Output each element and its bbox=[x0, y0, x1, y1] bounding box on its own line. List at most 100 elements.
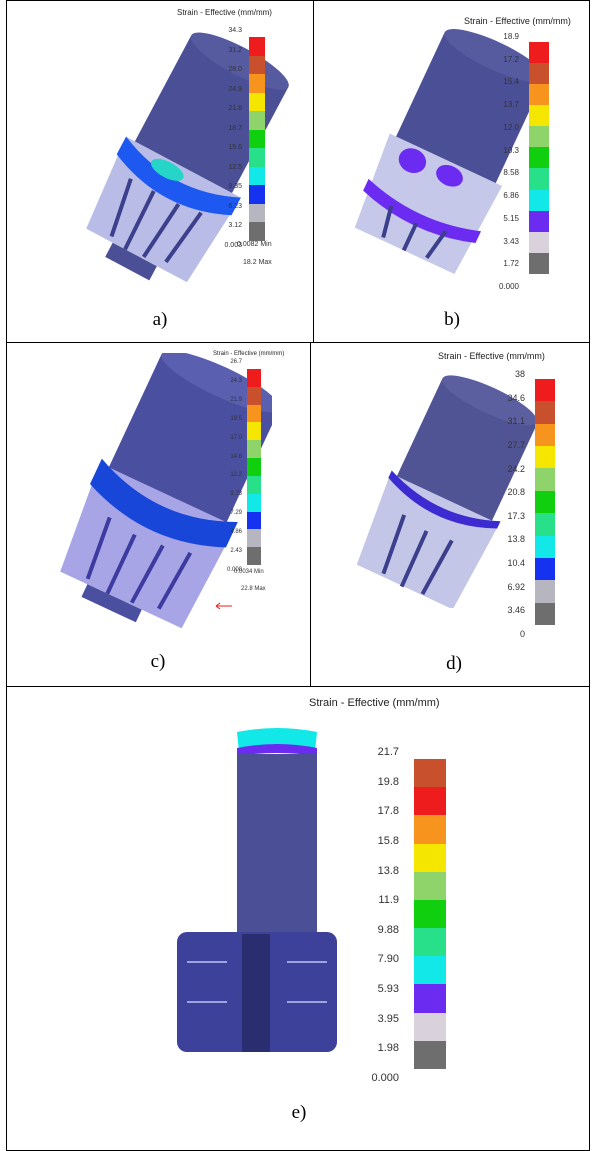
colorbar-segment bbox=[249, 37, 265, 56]
colorbar-title: Strain - Effective (mm/mm) bbox=[464, 16, 571, 26]
panel-a: Strain - Effective (mm/mm) 34.3 31.2 28.0 2… bbox=[7, 1, 313, 342]
colorbar-segment bbox=[535, 535, 555, 558]
colorbar-segment bbox=[529, 231, 549, 253]
colorbar-segment bbox=[535, 468, 555, 491]
colorbar-segment bbox=[414, 843, 446, 872]
colorbar-tick-label: 21.7 bbox=[377, 746, 399, 758]
colorbar-tick-label: 0.000 bbox=[498, 282, 519, 291]
colorbar-segment bbox=[414, 956, 446, 985]
colorbar-tick-label: 0.000 bbox=[226, 567, 242, 573]
colorbar-segment bbox=[535, 557, 555, 581]
colorbar-tick-label: 17.8 bbox=[377, 805, 399, 818]
colorbar-tick-label: 3.43 bbox=[503, 236, 519, 246]
colorbar-tick-label: 12.2 bbox=[230, 472, 242, 479]
colorbar-segment bbox=[529, 252, 549, 274]
colorbar-tick-label: 3.46 bbox=[507, 605, 525, 616]
panel-d: Strain - Effective (mm/mm) 38 34.6 31.1 27.… bbox=[311, 343, 590, 686]
colorbar-tick-label: 9.73 bbox=[230, 491, 242, 498]
colorbar-tick-label: 5.93 bbox=[377, 983, 399, 996]
colorbar-segment bbox=[247, 404, 261, 423]
colorbar-title: Strain - Effective (mm/mm) bbox=[438, 351, 545, 361]
colorbar-tick-label: 4.86 bbox=[230, 529, 242, 536]
panel-label: d) bbox=[446, 653, 462, 674]
row-divider-1 bbox=[6, 342, 590, 343]
colorbar-tick-label: 38 bbox=[514, 369, 525, 379]
colorbar-segment bbox=[249, 129, 265, 149]
colorbar-segment bbox=[247, 422, 261, 441]
colorbar-tick-label: 2.43 bbox=[230, 548, 242, 555]
axis-triad-icon bbox=[215, 602, 232, 610]
colorbar-segment bbox=[529, 105, 549, 127]
colorbar-tick-label: 13.7 bbox=[503, 100, 519, 110]
colorbar-tick-label: 34.3 bbox=[228, 27, 242, 34]
colorbar-tick-label: 15.4 bbox=[503, 77, 519, 87]
colorbar-segment bbox=[249, 92, 265, 112]
colorbar-segment bbox=[414, 984, 446, 1013]
die-mesh-image bbox=[354, 29, 539, 275]
colorbar-segment bbox=[529, 84, 549, 106]
die-mesh-image bbox=[356, 375, 538, 608]
colorbar-tick-label: 17.0 bbox=[230, 434, 242, 441]
colorbar-tick-label: 1.72 bbox=[503, 259, 519, 269]
colorbar-tick-label: 7.29 bbox=[230, 510, 242, 517]
colorbar-segment bbox=[249, 185, 265, 204]
colorbar-tick-label: 24.2 bbox=[507, 463, 525, 474]
colorbar-segment bbox=[249, 166, 265, 186]
colorbar-tick-label: 24.3 bbox=[230, 377, 242, 384]
colorbar-tick-label: 31.2 bbox=[228, 46, 242, 54]
colorbar bbox=[529, 42, 549, 274]
colorbar-segment bbox=[247, 493, 261, 512]
colorbar-tick-label: 6.23 bbox=[228, 202, 242, 210]
colorbar-tick-label: 17.2 bbox=[503, 54, 519, 64]
colorbar-segment bbox=[414, 787, 446, 816]
colorbar-segment bbox=[529, 189, 549, 211]
colorbar-segment bbox=[249, 74, 265, 93]
colorbar bbox=[414, 759, 446, 1069]
colorbar-segment bbox=[529, 63, 549, 85]
panel-label: c) bbox=[150, 651, 166, 672]
colorbar-tick-label: 21.9 bbox=[230, 396, 242, 403]
colorbar-segment bbox=[249, 148, 265, 167]
colorbar-tick-label: 15.8 bbox=[377, 834, 399, 847]
colorbar-segment bbox=[249, 111, 265, 130]
colorbar-segment bbox=[535, 423, 555, 447]
colorbar-tick-label: 6.86 bbox=[503, 191, 519, 201]
colorbar-title: Strain - Effective (mm/mm) bbox=[309, 697, 440, 709]
colorbar-tick-label: 8.58 bbox=[503, 168, 519, 178]
colorbar-tick-label: 0 bbox=[519, 629, 525, 639]
colorbar-segment bbox=[529, 147, 549, 169]
min-readout: 0.0082 Min bbox=[237, 241, 272, 248]
colorbar-segment bbox=[414, 928, 446, 957]
column-divider-1 bbox=[313, 0, 314, 342]
colorbar-segment bbox=[535, 379, 555, 402]
colorbar-tick-label: 0.003 bbox=[224, 242, 242, 249]
colorbar-segment bbox=[247, 475, 261, 494]
colorbar-tick-label: 24.9 bbox=[228, 85, 242, 93]
colorbar-segment bbox=[535, 580, 555, 603]
colorbar-ticks: 38 34.6 31.1 27.7 24.2 20.8 17.3 13.8 10.4 6.92 3.… bbox=[489, 369, 525, 639]
colorbar-ticks: 26.7 24.3 21.9 19.5 17.0 14.6 12.2 9.73 7.29 4.86… bbox=[212, 359, 242, 573]
panel-label: b) bbox=[444, 309, 460, 330]
colorbar-segment bbox=[529, 210, 549, 232]
colorbar-segment bbox=[247, 440, 261, 459]
colorbar-ticks: 34.3 31.2 28.0 24.9 21.8 18.7 15.6 12.5 9.35 6.23… bbox=[212, 27, 242, 249]
colorbar-tick-label: 27.7 bbox=[507, 439, 525, 450]
colorbar-segment bbox=[247, 369, 261, 387]
colorbar bbox=[247, 369, 261, 565]
panel-e: Strain - Effective (mm/mm) 21.7 19.8 17.8 1… bbox=[7, 687, 589, 1150]
colorbar-segment bbox=[414, 1012, 446, 1041]
min-readout: 0.0034 Min bbox=[234, 569, 264, 575]
colorbar-tick-label: 3.95 bbox=[377, 1012, 399, 1025]
colorbar-segment bbox=[535, 513, 555, 536]
colorbar-segment bbox=[414, 899, 446, 929]
colorbar-tick-label: 10.4 bbox=[507, 558, 525, 569]
colorbar-ticks: 18.9 17.2 15.4 13.7 12.0 10.3 8.58 6.86 5.15 3.43… bbox=[489, 32, 519, 291]
colorbar-tick-label: 11.9 bbox=[378, 894, 399, 907]
colorbar-ticks: 21.7 19.8 17.8 15.8 13.8 11.9 9.88 7.90 5.93 3.95… bbox=[347, 746, 399, 1084]
colorbar-segment bbox=[535, 490, 555, 514]
colorbar-tick-label: 34.6 bbox=[507, 392, 525, 403]
colorbar-tick-label: 1.98 bbox=[377, 1042, 399, 1055]
colorbar-segment bbox=[535, 401, 555, 424]
colorbar bbox=[535, 379, 555, 625]
colorbar-segment bbox=[247, 458, 261, 476]
